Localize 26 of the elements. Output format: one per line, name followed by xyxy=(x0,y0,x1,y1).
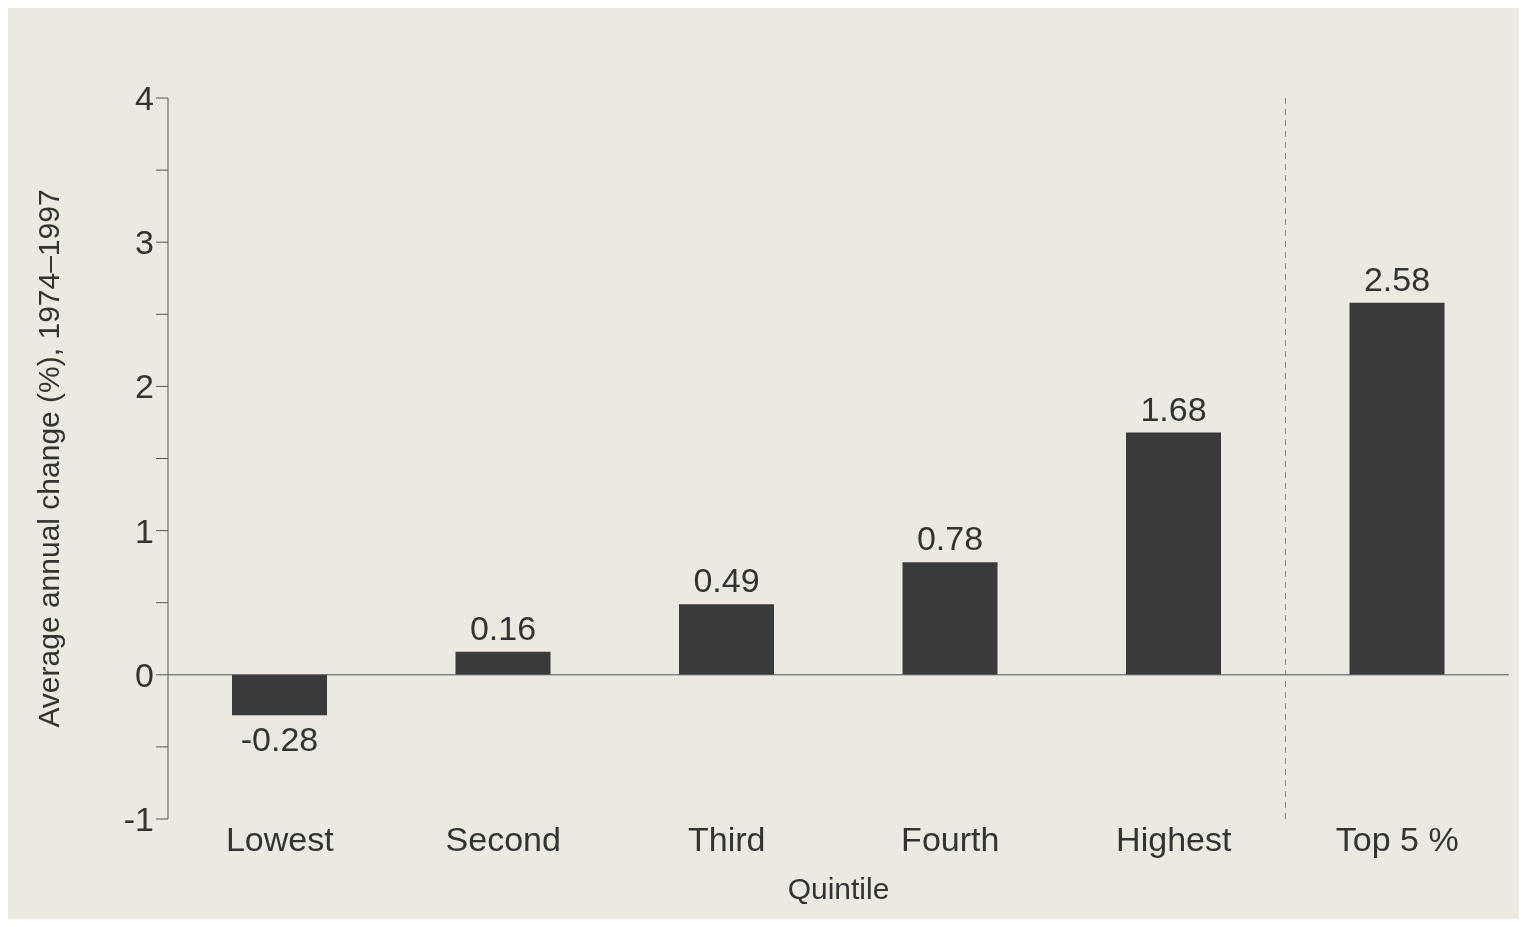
bar xyxy=(232,674,327,716)
x-tick-label: Fourth xyxy=(901,820,1000,859)
x-tick-label: Third xyxy=(688,820,766,859)
y-tick-label: 2 xyxy=(135,367,154,406)
x-tick-label: Highest xyxy=(1116,820,1232,859)
data-label: 0.16 xyxy=(469,608,537,647)
x-tick-label: Second xyxy=(445,820,561,859)
data-label: 0.78 xyxy=(916,519,984,558)
bar xyxy=(455,651,551,675)
bar xyxy=(1126,432,1221,675)
bar xyxy=(1349,302,1445,675)
y-tick-label: 4 xyxy=(135,79,154,118)
y-tick-label: 3 xyxy=(135,223,154,262)
x-tick-label: Top 5 % xyxy=(1335,820,1459,859)
data-label: 1.68 xyxy=(1140,389,1207,428)
data-label: 0.49 xyxy=(693,561,760,600)
y-tick-label: -1 xyxy=(123,800,154,839)
x-tick-label: Lowest xyxy=(225,820,335,859)
data-label: 2.58 xyxy=(1363,259,1431,298)
y-tick-label: 0 xyxy=(135,655,154,694)
x-axis-title: Quintile xyxy=(787,872,890,905)
y-axis-title: Average annual change (%), 1974–1997 xyxy=(31,189,65,728)
bar xyxy=(679,604,774,675)
y-tick-label: 1 xyxy=(135,511,154,550)
bar xyxy=(902,562,998,675)
data-label: -0.28 xyxy=(240,720,319,759)
